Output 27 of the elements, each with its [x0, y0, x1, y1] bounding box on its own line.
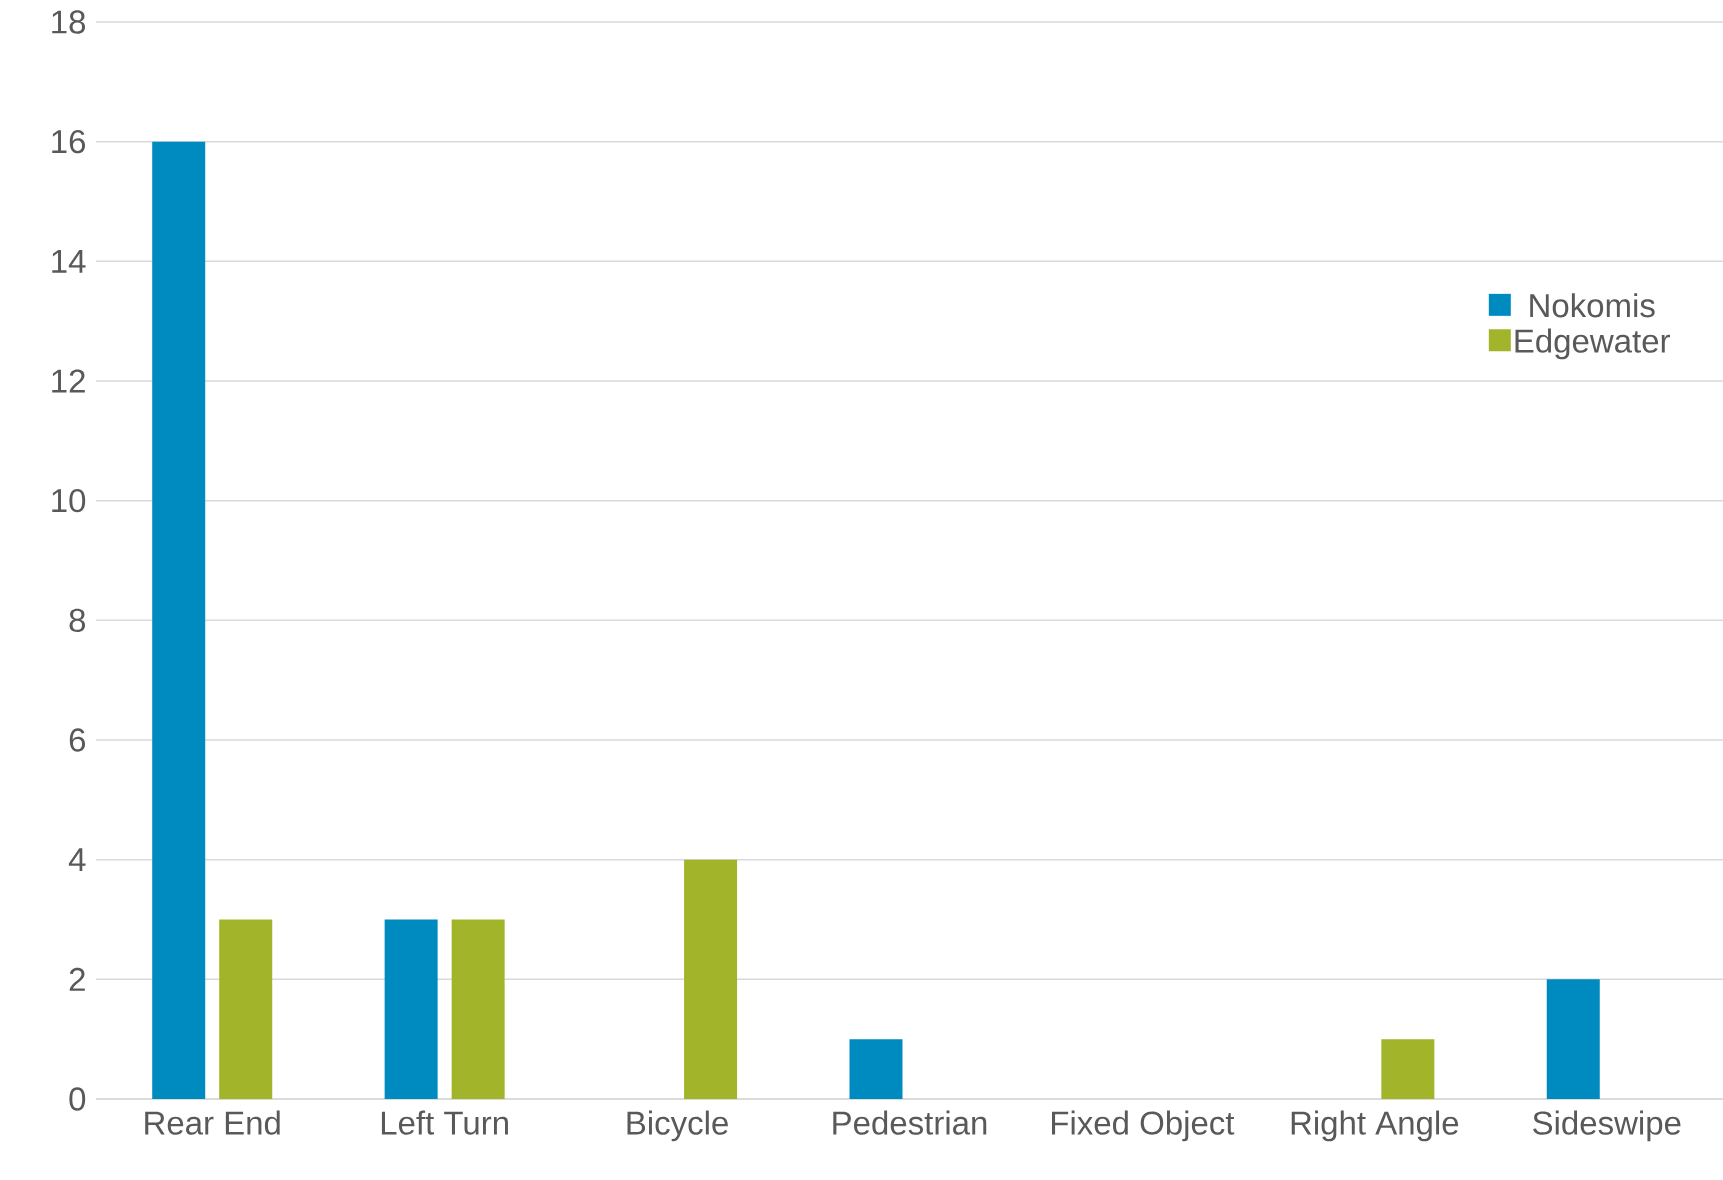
bar: [219, 919, 273, 1099]
y-tick-label: 12: [52, 369, 85, 393]
y-tick-label: 2: [69, 967, 85, 991]
bar: [451, 919, 505, 1099]
y-tick-label: 14: [52, 249, 86, 273]
x-tick-label: Fixed Object: [1052, 1110, 1235, 1142]
bar: [849, 1039, 903, 1099]
legend-label: Nokomis: [1530, 293, 1655, 318]
y-tick-label: 0: [69, 1087, 86, 1111]
y-tick-label: 4: [68, 848, 86, 872]
y-tick-label: 8: [69, 608, 86, 633]
x-tick-label: Rear End: [145, 1110, 280, 1135]
bar: [1546, 979, 1600, 1099]
x-tick-label: Sideswipe: [1533, 1110, 1681, 1142]
legend-label: Edgewater: [1515, 328, 1671, 360]
bar: [1381, 1039, 1435, 1099]
y-tick-label: 18: [52, 10, 86, 34]
bar: [152, 141, 206, 1099]
bar: [384, 919, 438, 1099]
y-tick-label: 10: [52, 488, 86, 513]
bar: [684, 859, 738, 1099]
x-tick-label: Left Turn: [381, 1110, 508, 1135]
x-tick-label: Right Angle: [1291, 1110, 1459, 1142]
x-tick-label: Bicycle: [627, 1110, 728, 1142]
x-tick-label: Pedestrian: [833, 1110, 987, 1135]
y-tick-label: 16: [52, 129, 86, 154]
y-tick-label: 6: [69, 728, 86, 752]
